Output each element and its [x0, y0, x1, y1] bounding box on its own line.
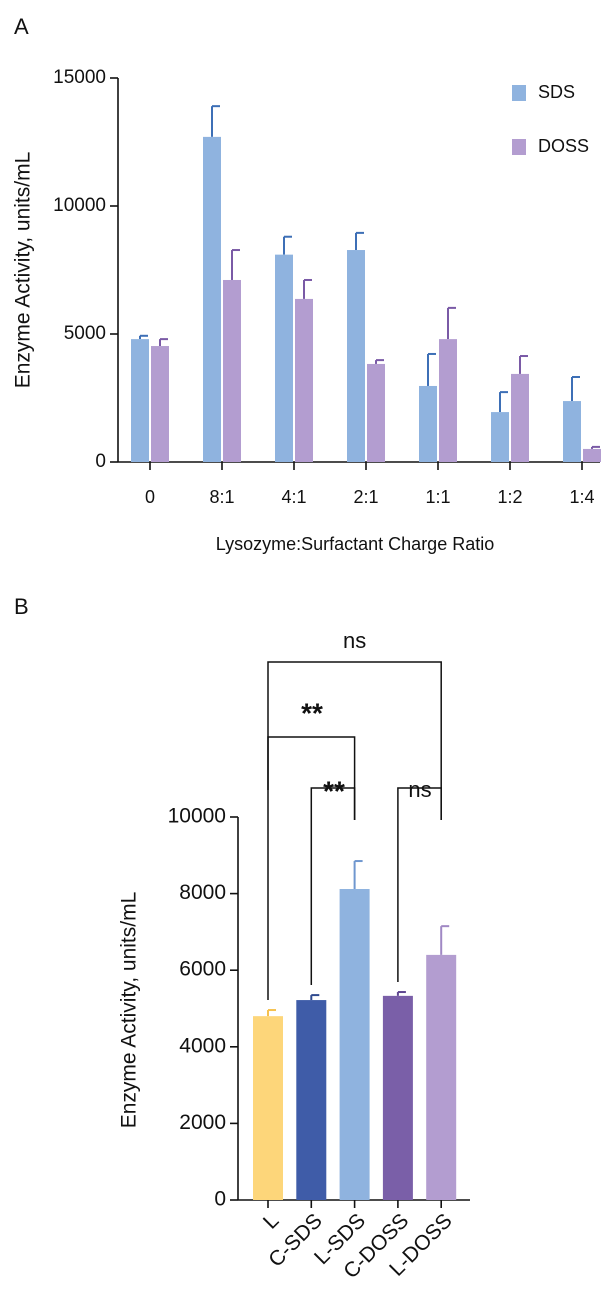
- x-tick-label: 8:1: [209, 487, 234, 507]
- x-axis-label: Lysozyme:Surfactant Charge Ratio: [216, 534, 494, 554]
- bar: [491, 412, 509, 462]
- panel-label: A: [14, 14, 29, 39]
- bar: [511, 373, 529, 462]
- y-tick-label: 10000: [53, 195, 106, 216]
- bar: [151, 346, 169, 462]
- x-tick-label: 1:4: [569, 487, 594, 507]
- y-tick-label: 8000: [179, 881, 226, 904]
- y-tick-label: 15000: [53, 67, 106, 88]
- y-tick-label: 0: [95, 451, 106, 472]
- significance-label: ns: [408, 777, 431, 802]
- bar: [563, 401, 581, 462]
- legend-swatch: [512, 139, 526, 155]
- y-tick-label: 4000: [179, 1034, 226, 1057]
- y-tick-label: 5000: [64, 323, 106, 344]
- bar: [439, 339, 457, 462]
- legend-label: DOSS: [538, 136, 589, 156]
- significance-label: ns: [343, 628, 366, 653]
- x-tick-label: 1:1: [425, 487, 450, 507]
- legend-label: SDS: [538, 82, 575, 102]
- bar: [275, 254, 293, 462]
- significance-bracket: [267, 661, 442, 1000]
- significance-bracket: [310, 787, 356, 985]
- bar: [295, 298, 313, 462]
- bar: [203, 136, 221, 462]
- y-tick-label: 6000: [179, 958, 226, 981]
- significance-bracket: [397, 787, 442, 983]
- legend-swatch: [512, 85, 526, 101]
- y-tick-label: 0: [214, 1188, 226, 1211]
- bar: [426, 954, 457, 1200]
- x-tick-label: L: [259, 1209, 284, 1234]
- bar: [419, 385, 437, 462]
- significance-label: **: [301, 697, 323, 728]
- x-tick-label: 2:1: [353, 487, 378, 507]
- y-tick-label: 10000: [168, 805, 226, 828]
- x-tick-label: 1:2: [497, 487, 522, 507]
- x-tick-label: 0: [145, 487, 155, 507]
- x-tick-label: 4:1: [281, 487, 306, 507]
- bar: [131, 339, 149, 462]
- y-axis-label: Enzyme Activity, units/mL: [12, 152, 35, 389]
- bar: [367, 363, 385, 462]
- bar: [253, 1016, 283, 1200]
- y-tick-label: 2000: [179, 1111, 226, 1134]
- panel-label: B: [14, 594, 29, 619]
- bar: [583, 448, 601, 462]
- bar: [223, 279, 241, 462]
- bar: [382, 995, 413, 1200]
- significance-label: **: [323, 775, 345, 806]
- bar: [296, 1000, 327, 1200]
- y-axis-label: Enzyme Activity, units/mL: [118, 892, 141, 1129]
- bar: [347, 250, 365, 462]
- bar: [339, 889, 370, 1200]
- significance-bracket: [267, 736, 356, 820]
